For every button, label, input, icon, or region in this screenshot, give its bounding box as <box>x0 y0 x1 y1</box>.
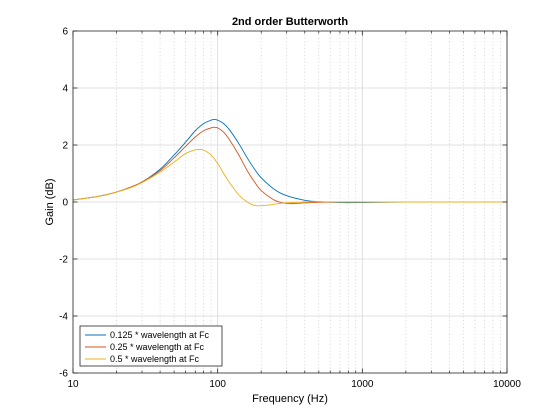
legend-entry-label: 0.5 * wavelength at Fc <box>110 354 200 364</box>
x-tick-label: 10 <box>67 379 79 390</box>
x-tick-label: 1000 <box>351 379 374 390</box>
y-tick-label: 2 <box>62 141 68 152</box>
legend-entry-label: 0.125 * wavelength at Fc <box>110 330 210 340</box>
legend: 0.125 * wavelength at Fc 0.25 * wavelengt… <box>79 325 223 367</box>
y-tick-label: 6 <box>62 27 68 38</box>
y-axis-label: Gain (dB) <box>44 178 56 225</box>
legend-box <box>79 325 223 367</box>
series-05-wavelength-line <box>72 148 507 207</box>
series-lines <box>72 118 507 207</box>
y-tick-label: -2 <box>59 255 68 266</box>
axis-ticks: 10 100 1000 10000 -6 -4 -2 0 2 4 6 <box>59 27 521 391</box>
y-tick-label: 4 <box>62 84 68 95</box>
y-tick-label: -4 <box>59 312 68 323</box>
x-axis-label: Frequency (Hz) <box>252 393 328 405</box>
y-tick-label: 0 <box>62 198 68 209</box>
chart-title: 2nd order Butterworth <box>232 16 348 28</box>
y-tick-label: -6 <box>59 369 68 380</box>
x-tick-label: 100 <box>209 379 226 390</box>
x-tick-label: 10000 <box>493 379 521 390</box>
legend-entry-label: 0.25 * wavelength at Fc <box>110 342 205 352</box>
